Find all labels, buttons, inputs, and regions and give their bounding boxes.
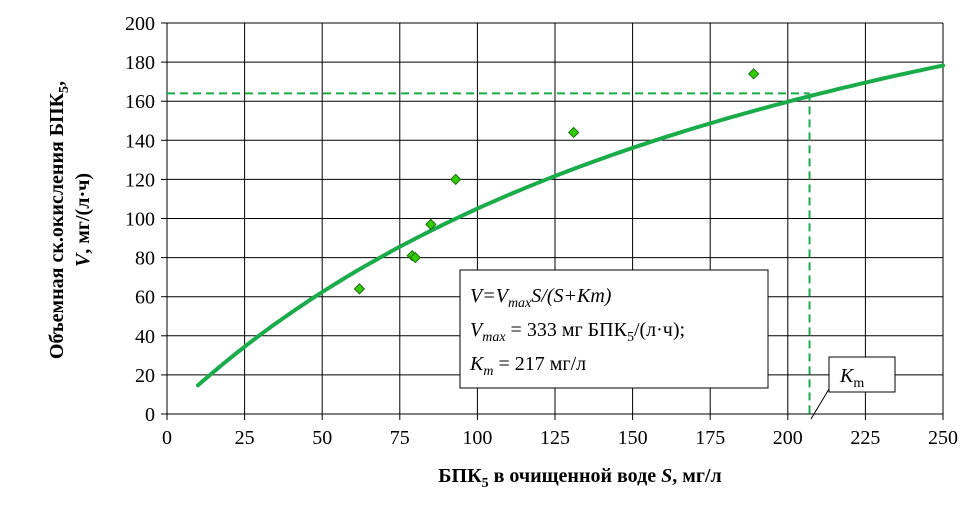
formula-line-1: V=VmaxS/(S+Km) bbox=[470, 285, 612, 311]
y-tick-label: 80 bbox=[135, 248, 155, 270]
km-callout-text: Km bbox=[839, 365, 864, 391]
formula-line-2: Vmax = 333 мг БПК5/(л·ч); bbox=[470, 319, 685, 345]
y-title-line-1: Объемная ск.окисления БПК5, bbox=[46, 81, 72, 359]
data-point bbox=[449, 173, 462, 186]
y-tick-label: 140 bbox=[125, 130, 155, 152]
x-tick-label: 50 bbox=[312, 427, 332, 449]
formula-rest: S/(S+Km) bbox=[531, 285, 611, 307]
y-tick-label: 100 bbox=[125, 209, 155, 231]
y-tick-label: 20 bbox=[135, 365, 155, 387]
y-title-unit: , мг/(л·ч) bbox=[72, 173, 94, 254]
formula-box bbox=[459, 269, 769, 389]
x-tick-label: 175 bbox=[695, 427, 725, 449]
km-callout: Km bbox=[810, 356, 896, 420]
y-tick-label: 200 bbox=[125, 13, 155, 35]
km-sub: m bbox=[483, 364, 493, 379]
y-title-line1-end: , bbox=[46, 81, 68, 86]
formula-annotation: V=VmaxS/(S+Km) Vmax = 333 мг БПК5/(л·ч);… bbox=[459, 269, 769, 389]
y-title-line1-sub: 5 bbox=[57, 86, 72, 93]
y-tick-label: 180 bbox=[125, 52, 155, 74]
data-point bbox=[353, 283, 366, 295]
vmax-unit: /(л·ч); bbox=[634, 319, 685, 341]
y-title-line-2: V, мг/(л·ч) bbox=[72, 173, 94, 267]
x-tick-label: 75 bbox=[390, 427, 410, 449]
x-axis-title: БПК5 в очищенной воде S, мг/л bbox=[438, 465, 721, 491]
y-tick-label: 0 bbox=[145, 404, 155, 426]
vmax-var: V bbox=[470, 319, 485, 341]
data-points bbox=[353, 68, 760, 295]
fit-curve-layer bbox=[196, 63, 945, 388]
formula-v: V bbox=[470, 285, 485, 307]
reference-lines bbox=[167, 92, 811, 414]
data-point bbox=[567, 126, 580, 139]
x-tick-label: 25 bbox=[235, 427, 255, 449]
km-callout-leader bbox=[810, 388, 830, 420]
y-tick-label: 40 bbox=[135, 326, 155, 348]
x-tick-label: 200 bbox=[773, 427, 803, 449]
x-tick-label: 150 bbox=[618, 427, 648, 449]
formula-sub-max: max bbox=[508, 296, 532, 311]
formula-line-3: Km = 217 мг/л bbox=[469, 353, 586, 379]
x-tick-label: 0 bbox=[162, 427, 172, 449]
km-value: = 217 мг/л bbox=[493, 353, 586, 375]
x-title-unit: , мг/л bbox=[672, 465, 721, 487]
formula-eq: =V bbox=[482, 285, 510, 307]
data-point bbox=[747, 68, 760, 80]
x-title-sub: 5 bbox=[482, 476, 489, 491]
vmax-sub: max bbox=[482, 330, 506, 345]
x-title-main: БПК bbox=[438, 465, 482, 487]
km-callout-box bbox=[828, 356, 896, 393]
x-tick-label: 125 bbox=[540, 427, 570, 449]
fit-curve bbox=[196, 63, 945, 388]
x-title-var: S bbox=[661, 465, 672, 487]
y-tick-label: 120 bbox=[125, 169, 155, 191]
vmax-sub5: 5 bbox=[627, 330, 634, 345]
x-title-middle: в очищенной воде bbox=[489, 465, 662, 487]
x-tick-label: 225 bbox=[850, 427, 880, 449]
x-tick-label: 250 bbox=[928, 427, 958, 449]
y-axis-title: Объемная ск.окисления БПК5, V, мг/(л·ч) bbox=[46, 81, 94, 359]
y-tick-label: 160 bbox=[125, 91, 155, 113]
data-point bbox=[409, 251, 422, 264]
vmax-value: = 333 мг БПК bbox=[506, 319, 628, 341]
y-tick-label: 60 bbox=[135, 287, 155, 309]
y-title-var: V bbox=[72, 252, 94, 267]
data-point bbox=[425, 218, 437, 231]
km-var: K bbox=[469, 353, 485, 375]
y-title-line1-main: Объемная ск.окисления БПК bbox=[46, 92, 68, 359]
x-tick-label: 100 bbox=[462, 427, 492, 449]
km-callout-sub: m bbox=[853, 376, 864, 391]
km-callout-var: K bbox=[839, 365, 855, 387]
